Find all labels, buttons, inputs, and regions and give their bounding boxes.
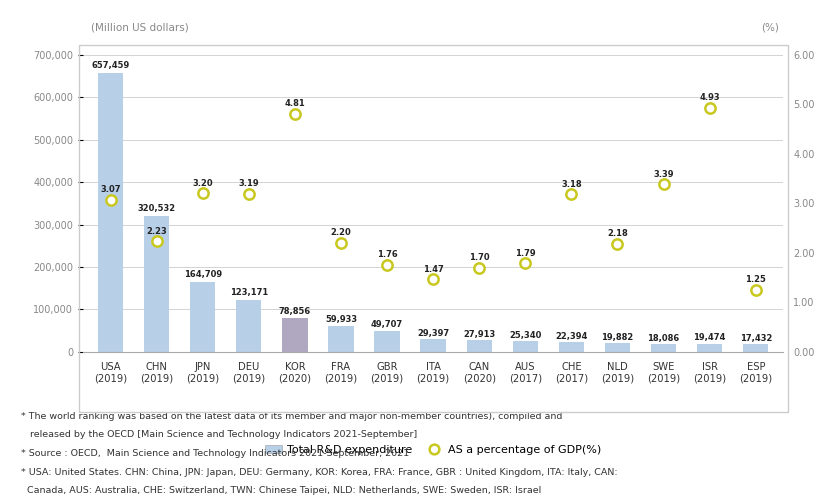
Text: 1.47: 1.47 [422,264,443,273]
Bar [236,299,261,352]
Bar [282,318,307,352]
Text: (Million US dollars): (Million US dollars) [91,22,189,32]
Bar [374,331,399,352]
Text: 123,171: 123,171 [229,288,267,297]
Point [564,191,577,199]
Text: 1.25: 1.25 [744,275,765,284]
Point [518,259,532,267]
Bar [650,344,676,352]
Text: 657,459: 657,459 [91,61,129,70]
Point [334,239,347,247]
Text: 2.23: 2.23 [146,227,166,236]
Bar [190,282,215,352]
Text: 1.70: 1.70 [469,253,489,262]
Bar [696,343,721,352]
Text: 18,086: 18,086 [647,334,679,343]
Text: * Source : OECD,  Main Science and Technology Indicators 2021-September, 2021: * Source : OECD, Main Science and Techno… [21,449,408,458]
Text: released by the OECD [Main Science and Technology Indicators 2021-September]: released by the OECD [Main Science and T… [21,430,416,439]
Text: 164,709: 164,709 [184,270,222,279]
Bar [742,344,768,352]
Bar [420,339,445,352]
Point [380,260,393,268]
Text: 78,856: 78,856 [278,307,310,316]
Text: 4.81: 4.81 [284,99,305,108]
Point [702,104,715,112]
Text: 320,532: 320,532 [137,204,176,213]
Text: 19,882: 19,882 [600,333,633,342]
Text: * USA: United States. CHN: China, JPN: Japan, DEU: Germany, KOR: Korea, FRA: Fra: * USA: United States. CHN: China, JPN: J… [21,468,617,477]
Text: 3.07: 3.07 [100,185,121,195]
Text: 19,474: 19,474 [693,333,725,342]
Text: 59,933: 59,933 [325,315,357,324]
Bar [328,326,354,352]
Point [656,180,669,188]
Point [288,110,301,118]
Point [196,190,209,198]
Text: 22,394: 22,394 [555,332,587,341]
Text: 1.76: 1.76 [376,250,397,259]
Point [610,240,623,248]
Point [426,275,439,283]
Bar [558,342,584,352]
Point [472,263,485,271]
Point [242,190,255,198]
Point [150,238,163,246]
Text: 3.18: 3.18 [561,180,581,189]
Bar [144,216,169,352]
Text: 3.20: 3.20 [192,179,213,188]
Text: (%): (%) [760,22,778,32]
Text: 3.19: 3.19 [238,180,259,189]
Point [749,286,762,294]
Text: 2.20: 2.20 [330,229,351,238]
Bar [466,340,491,352]
Legend: Total R&D expenditure, AS a percentage of GDP(%): Total R&D expenditure, AS a percentage o… [260,440,605,459]
Text: 4.93: 4.93 [699,93,719,102]
Text: 17,432: 17,432 [739,334,771,343]
Text: 3.39: 3.39 [652,170,673,179]
Text: 2.18: 2.18 [606,230,627,239]
Text: 1.79: 1.79 [514,249,535,257]
Text: 25,340: 25,340 [508,331,541,340]
Bar [604,343,629,352]
Text: 27,913: 27,913 [463,330,495,339]
Text: * The world ranking was based on the latest data of its member and major non-mem: * The world ranking was based on the lat… [21,412,561,421]
Point [104,196,117,204]
Bar [512,341,537,352]
Text: Canada, AUS: Australia, CHE: Switzerland, TWN: Chinese Taipei, NLD: Netherlands,: Canada, AUS: Australia, CHE: Switzerland… [21,486,541,495]
Bar [98,73,123,352]
Text: 29,397: 29,397 [416,329,449,338]
Text: 49,707: 49,707 [371,320,402,329]
